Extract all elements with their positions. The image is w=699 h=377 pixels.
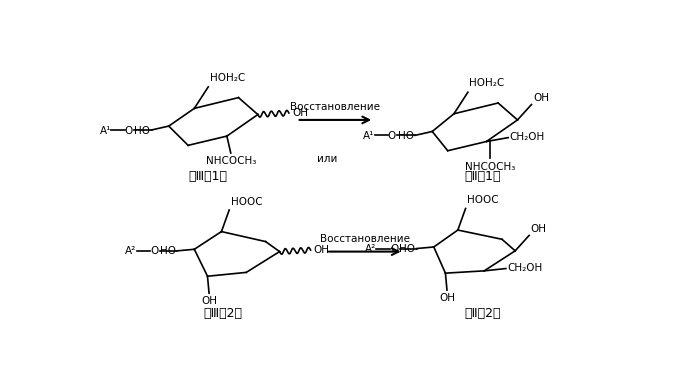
Text: HOOC: HOOC: [231, 197, 262, 207]
Text: OH: OH: [292, 108, 308, 118]
Text: A²: A²: [125, 246, 136, 256]
Text: OH: OH: [531, 224, 547, 234]
Text: NHCOCH₃: NHCOCH₃: [466, 161, 516, 172]
Text: （Ⅱ－2）: （Ⅱ－2）: [464, 307, 501, 320]
Text: （Ⅲ－2）: （Ⅲ－2）: [203, 307, 243, 320]
Text: CH₂OH: CH₂OH: [510, 132, 545, 142]
Text: HOOC: HOOC: [467, 195, 499, 205]
Text: HOH₂C: HOH₂C: [470, 78, 505, 88]
Text: （Ⅱ－1）: （Ⅱ－1）: [464, 170, 501, 182]
Text: OH: OH: [439, 293, 455, 303]
Text: OH: OH: [533, 93, 549, 103]
Text: A¹: A¹: [363, 131, 375, 141]
Text: A²: A²: [365, 244, 376, 253]
Text: OH: OH: [201, 296, 217, 306]
Text: A¹: A¹: [99, 126, 111, 136]
Text: O: O: [388, 131, 396, 141]
Text: HO: HO: [399, 244, 415, 253]
Text: OH: OH: [314, 245, 330, 255]
Text: O: O: [390, 244, 398, 253]
Text: Восстановление: Восстановление: [290, 102, 380, 112]
Text: HOH₂C: HOH₂C: [210, 73, 245, 83]
Text: NHCOCH₃: NHCOCH₃: [206, 156, 256, 166]
Text: HO: HO: [134, 126, 150, 136]
Text: HO: HO: [160, 246, 175, 256]
Text: O: O: [151, 246, 159, 256]
Text: или: или: [317, 154, 338, 164]
Text: CH₂OH: CH₂OH: [507, 263, 542, 273]
Text: O: O: [124, 126, 133, 136]
Text: Восстановление: Восстановление: [320, 234, 410, 244]
Text: （Ⅲ－1）: （Ⅲ－1）: [188, 170, 227, 182]
Text: HO: HO: [398, 131, 414, 141]
